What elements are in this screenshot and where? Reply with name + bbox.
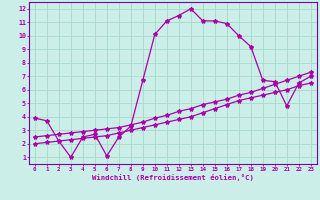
X-axis label: Windchill (Refroidissement éolien,°C): Windchill (Refroidissement éolien,°C) [92, 174, 254, 181]
